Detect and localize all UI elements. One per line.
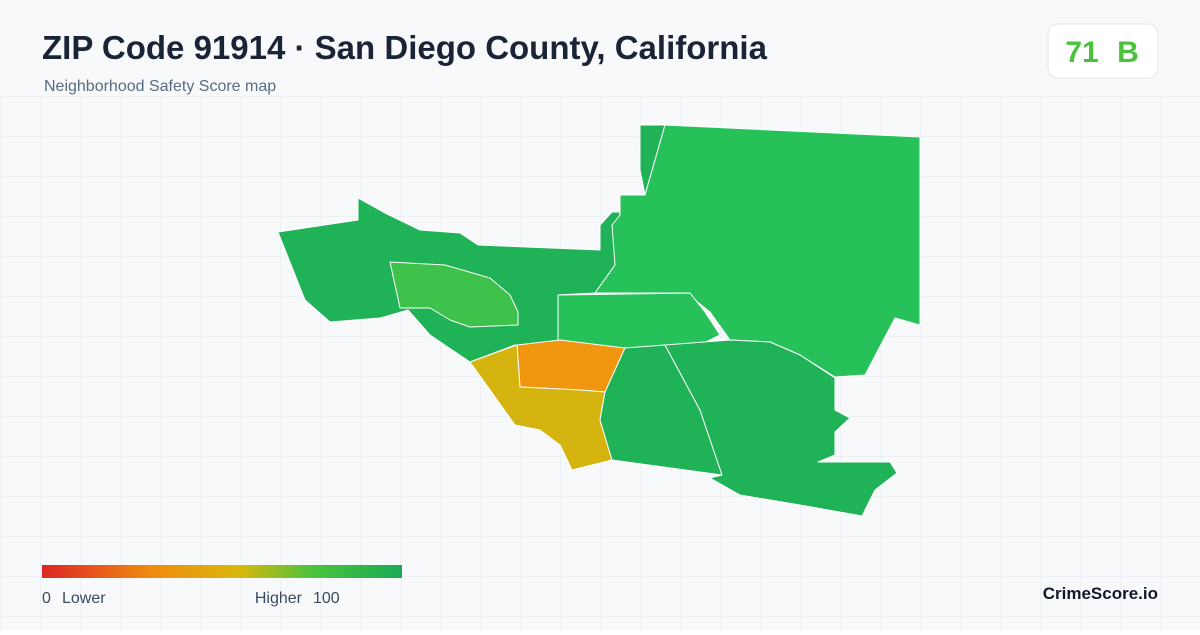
score-grade: B	[1117, 36, 1139, 69]
map	[277, 124, 921, 517]
brand: CrimeScore.io	[1043, 584, 1158, 603]
score-value: 71	[1065, 36, 1098, 69]
legend-bar	[42, 565, 402, 578]
subtitle: Neighborhood Safety Score map	[44, 78, 276, 95]
region	[557, 292, 721, 349]
title: ZIP Code 91914 · San Diego County, Calif…	[42, 29, 768, 66]
legend-max-label: Higher	[255, 590, 303, 607]
score-box	[1047, 23, 1159, 79]
region	[664, 339, 898, 517]
legend-min-label: Lower	[62, 590, 106, 607]
region	[389, 261, 519, 328]
legend-min: 0	[42, 590, 51, 607]
legend-max: 100	[313, 590, 340, 607]
